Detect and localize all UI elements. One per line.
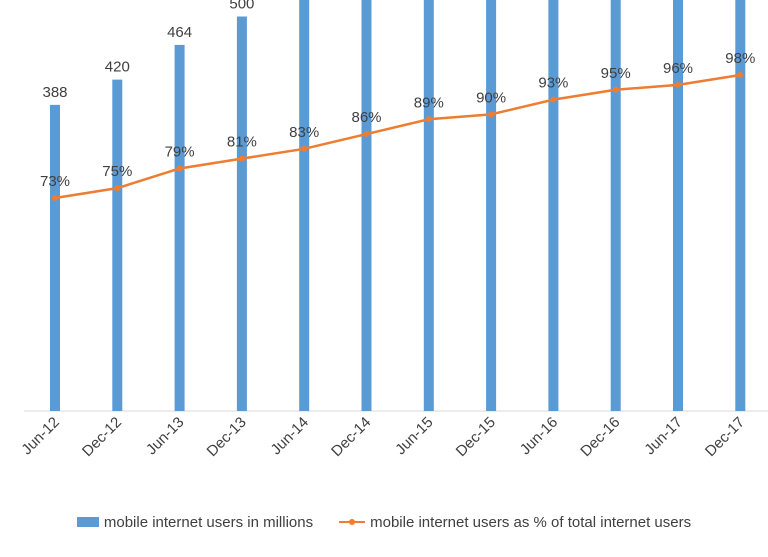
chart: 388420464500527557594620656695724753 73%… [18, 0, 768, 460]
legend: mobile internet users in millions mobile… [0, 510, 768, 534]
line-value-label: 96% [663, 60, 693, 77]
line-value-label: 93% [538, 75, 568, 92]
legend-line-label: mobile internet users as % of total inte… [370, 513, 692, 531]
x-tick-label: Dec-14 [328, 414, 374, 460]
line-point [363, 131, 370, 138]
line-point [612, 86, 619, 93]
line-point [114, 185, 121, 192]
line-value-label: 86% [351, 109, 381, 126]
bar-value-label: 420 [105, 59, 130, 76]
line-labels: 73% 75% 79% 81% 83% 86% 89% 90% 93% 95% 96% 98% [40, 50, 755, 190]
line-point [488, 111, 495, 118]
bar [423, 0, 434, 412]
x-tick-label: Dec-15 [453, 414, 499, 460]
bar [50, 104, 60, 412]
legend-bar-swatch [76, 517, 99, 527]
line-point [176, 165, 183, 172]
bar [299, 0, 310, 412]
line-value-label: 89% [414, 94, 444, 111]
bar-value-label: 388 [42, 84, 67, 101]
line-value-label: 90% [476, 89, 506, 106]
bar [548, 0, 559, 411]
line-value-label: 98% [725, 50, 755, 67]
line-point [425, 116, 432, 123]
x-tick-label: Dec-16 [577, 414, 623, 460]
bar [361, 0, 372, 411]
line-point [550, 96, 557, 103]
line-value-label: 73% [40, 173, 70, 190]
bar [735, 0, 746, 411]
x-tick-labels: Jun-12 Dec-12 Jun-13 Dec-13 Jun-14 Dec-14 Jun-… [18, 414, 748, 460]
line-value-label: 75% [102, 163, 132, 180]
bar [486, 0, 497, 411]
bar-series [50, 0, 746, 412]
line-point [675, 81, 681, 88]
line-value-label: 81% [227, 134, 257, 151]
line-value-label: 83% [289, 124, 319, 141]
bar-value-label: 500 [229, 0, 254, 13]
x-tick-label: Jun-16 [517, 414, 561, 458]
bar [673, 0, 683, 412]
legend-item-bar: mobile internet users in millions [76, 513, 314, 531]
x-tick-label: Jun-13 [143, 414, 187, 458]
legend-item-line: mobile internet users as % of total inte… [339, 514, 691, 531]
line-markers [52, 72, 744, 201]
line-value-label: 95% [601, 65, 631, 82]
x-tick-label: Jun-12 [18, 414, 62, 458]
line-point [301, 145, 308, 152]
line-point [52, 195, 58, 201]
bar [236, 16, 247, 411]
line-point [238, 155, 245, 162]
bar-value-label: 464 [167, 24, 192, 41]
x-tick-label: Dec-12 [79, 414, 125, 460]
x-tick-label: Dec-17 [702, 414, 748, 460]
x-tick-label: Jun-17 [641, 414, 685, 458]
line-value-label: 79% [165, 143, 195, 160]
line-point [737, 72, 744, 78]
x-tick-label: Dec-13 [204, 414, 250, 460]
bar [174, 44, 185, 412]
x-tick-label: Jun-14 [268, 414, 312, 458]
line-series [54, 73, 741, 200]
legend-line-swatch [339, 517, 366, 527]
legend-bar-label: mobile internet users in millions [103, 513, 314, 531]
bar [610, 0, 621, 411]
bar [112, 79, 123, 412]
x-tick-label: Jun-15 [392, 414, 436, 458]
bar-labels: 388420464500527557594620656695724753 [42, 0, 254, 101]
